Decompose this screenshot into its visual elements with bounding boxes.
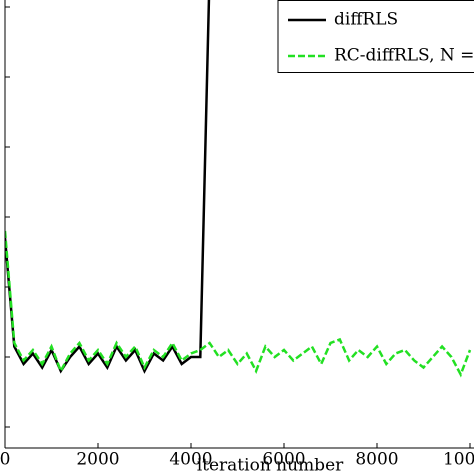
x-tick-label: 10000 — [443, 450, 474, 470]
plot-area — [5, 0, 472, 378]
x-axis-label: iteration number — [197, 456, 344, 474]
legend-label: diffRLS — [334, 10, 398, 30]
x-tick-label: 8000 — [355, 450, 398, 470]
legend-box — [277, 0, 474, 73]
legend-label: RC-diffRLS, N = — [334, 46, 474, 66]
x-tick-label: 2000 — [76, 450, 119, 470]
x-tick-label: 0 — [0, 450, 10, 470]
x-tick-label: 6000 — [262, 450, 305, 470]
x-tick-label: 4000 — [169, 450, 212, 470]
series-line — [5, 230, 472, 378]
series-line — [5, 0, 211, 374]
